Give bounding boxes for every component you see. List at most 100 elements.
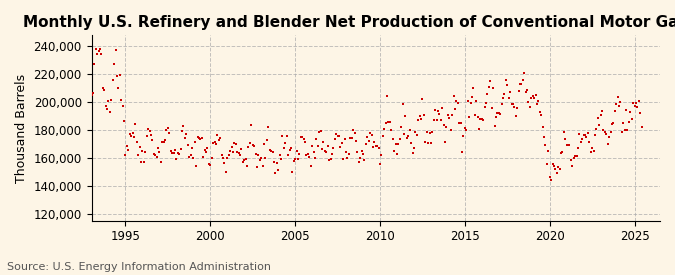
- Point: [318, 140, 329, 144]
- Point: [354, 160, 364, 164]
- Point: [505, 90, 516, 95]
- Point: [472, 114, 483, 119]
- Point: [439, 140, 450, 144]
- Point: [524, 104, 535, 109]
- Point: [408, 146, 419, 150]
- Point: [407, 151, 418, 155]
- Point: [425, 141, 436, 145]
- Point: [89, 62, 100, 67]
- Point: [287, 170, 298, 174]
- Point: [626, 117, 637, 121]
- Point: [547, 161, 558, 166]
- Point: [111, 74, 122, 78]
- Point: [535, 110, 545, 114]
- Point: [103, 99, 114, 103]
- Point: [562, 143, 572, 147]
- Point: [313, 144, 323, 148]
- Point: [553, 165, 564, 170]
- Point: [132, 140, 142, 145]
- Point: [101, 104, 111, 109]
- Point: [315, 129, 326, 133]
- Point: [470, 99, 481, 104]
- Point: [376, 153, 387, 157]
- Point: [348, 128, 358, 132]
- Point: [209, 139, 220, 144]
- Point: [235, 153, 246, 157]
- Point: [284, 148, 295, 152]
- Point: [380, 121, 391, 126]
- Point: [202, 146, 213, 150]
- Point: [540, 143, 551, 147]
- Point: [474, 127, 485, 131]
- Point: [483, 85, 494, 89]
- Point: [591, 127, 602, 131]
- Point: [176, 147, 186, 152]
- Point: [572, 146, 583, 150]
- Point: [362, 134, 373, 139]
- Point: [233, 151, 244, 155]
- Point: [114, 73, 125, 77]
- Point: [151, 155, 162, 159]
- Point: [212, 133, 223, 137]
- Point: [105, 109, 115, 114]
- Point: [485, 79, 495, 84]
- Point: [504, 96, 514, 100]
- Point: [257, 163, 268, 168]
- Point: [325, 157, 336, 161]
- Point: [584, 140, 595, 145]
- Point: [302, 152, 313, 156]
- Point: [597, 108, 608, 113]
- Point: [513, 89, 524, 93]
- Point: [169, 148, 180, 152]
- Point: [186, 146, 197, 150]
- Point: [413, 118, 424, 123]
- Point: [568, 156, 579, 161]
- Point: [194, 136, 205, 140]
- Y-axis label: Thousand Barrels: Thousand Barrels: [15, 73, 28, 183]
- Point: [406, 141, 416, 145]
- Point: [500, 78, 511, 82]
- Point: [563, 143, 574, 147]
- Point: [300, 140, 310, 144]
- Point: [411, 133, 422, 137]
- Point: [321, 150, 331, 155]
- Point: [402, 136, 412, 140]
- Point: [195, 137, 206, 141]
- Point: [416, 117, 427, 121]
- Point: [598, 128, 609, 133]
- Point: [133, 153, 144, 158]
- Point: [165, 149, 176, 153]
- Point: [345, 135, 356, 140]
- Point: [580, 133, 591, 137]
- Point: [138, 160, 149, 164]
- Point: [454, 121, 464, 125]
- Point: [417, 97, 428, 101]
- Point: [585, 150, 596, 154]
- Point: [489, 124, 500, 128]
- Point: [446, 128, 456, 132]
- Title: Monthly U.S. Refinery and Blender Net Production of Conventional Motor Gasoline: Monthly U.S. Refinery and Blender Net Pr…: [22, 15, 675, 30]
- Point: [523, 100, 534, 104]
- Point: [536, 112, 547, 117]
- Point: [430, 108, 441, 112]
- Point: [314, 130, 325, 134]
- Point: [593, 116, 603, 120]
- Point: [242, 164, 252, 168]
- Point: [495, 112, 506, 117]
- Point: [543, 149, 554, 153]
- Point: [168, 151, 179, 155]
- Point: [601, 132, 612, 136]
- Point: [107, 78, 118, 82]
- Point: [577, 137, 588, 142]
- Point: [271, 161, 282, 166]
- Point: [486, 106, 497, 110]
- Point: [522, 87, 533, 92]
- Point: [620, 108, 631, 113]
- Point: [190, 140, 200, 145]
- Point: [366, 132, 377, 137]
- Point: [298, 137, 309, 141]
- Point: [369, 140, 380, 144]
- Point: [297, 135, 308, 139]
- Point: [256, 156, 267, 160]
- Point: [418, 113, 429, 117]
